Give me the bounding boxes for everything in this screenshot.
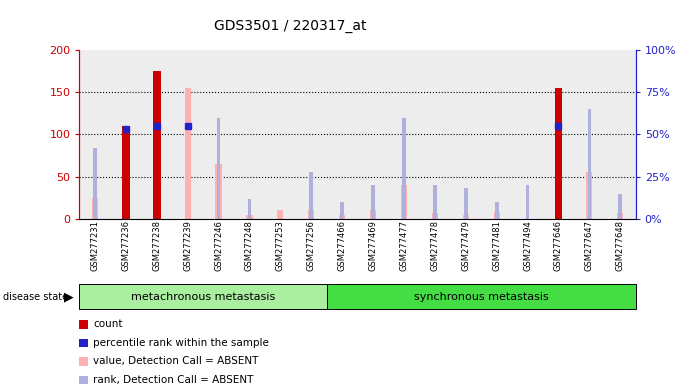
Bar [327,50,357,219]
Bar [339,215,346,219]
Bar [574,50,605,219]
Bar [495,202,498,219]
Bar [371,185,375,219]
Bar [246,215,252,219]
Bar [432,213,438,219]
Text: disease state: disease state [3,291,68,302]
Bar [555,88,562,219]
Bar [401,185,407,219]
Bar [481,50,512,219]
Bar [402,118,406,219]
Bar [464,189,468,219]
Text: count: count [93,319,123,329]
Text: synchronous metastasis: synchronous metastasis [414,291,549,302]
Bar [277,210,283,219]
Bar [493,212,500,219]
Text: ▶: ▶ [64,290,74,303]
Bar [586,172,592,219]
Bar [340,202,344,219]
Bar [310,172,313,219]
Bar [327,284,636,309]
Bar [203,50,234,219]
Bar [388,50,419,219]
Bar [79,50,111,219]
Bar [172,50,203,219]
Bar [587,109,591,219]
Text: rank, Detection Call = ABSENT: rank, Detection Call = ABSENT [93,375,254,384]
Bar [234,50,265,219]
Bar [357,50,388,219]
Text: percentile rank within the sample: percentile rank within the sample [93,338,269,348]
Bar [93,148,97,219]
Bar [111,50,141,219]
Bar [216,164,222,219]
Text: metachronous metastasis: metachronous metastasis [131,291,275,302]
Bar [617,213,623,219]
Bar [543,50,574,219]
Bar [153,71,160,219]
Bar [247,199,252,219]
Bar [122,126,130,219]
Bar [618,194,622,219]
Bar [265,50,296,219]
Bar [605,50,636,219]
Bar [308,210,314,219]
Bar [512,50,543,219]
Bar [419,50,451,219]
Bar [79,284,327,309]
Bar [451,50,481,219]
Bar [141,50,172,219]
Bar [463,215,468,219]
Bar [526,185,529,219]
Bar [370,210,376,219]
Bar [92,198,98,219]
Text: value, Detection Call = ABSENT: value, Detection Call = ABSENT [93,356,258,366]
Text: GDS3501 / 220317_at: GDS3501 / 220317_at [214,19,366,33]
Bar [433,185,437,219]
Bar [296,50,327,219]
Bar [217,118,220,219]
Bar [184,88,191,219]
